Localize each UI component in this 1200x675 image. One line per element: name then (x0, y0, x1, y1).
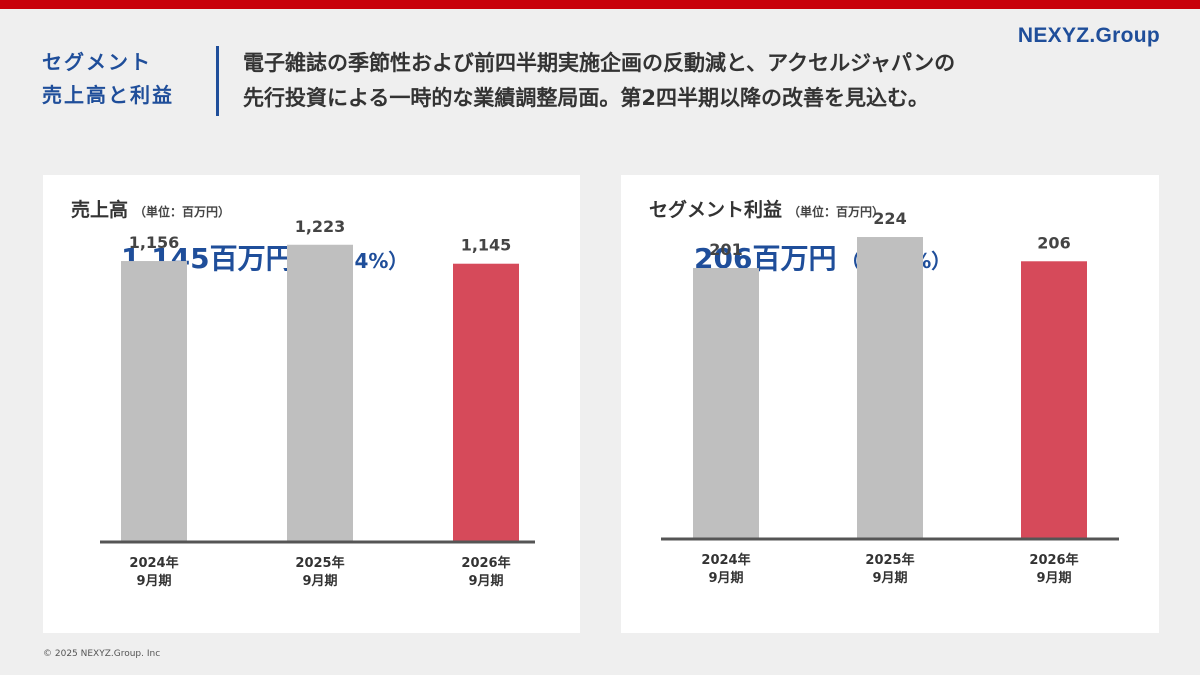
header-divider (216, 46, 219, 116)
profit-category-label-0-line1: 2024年 (701, 552, 750, 568)
profit-data-label-1: 224 (873, 209, 906, 228)
profit-bar-1 (857, 237, 923, 539)
company-logo: NEXYZ.Group (1017, 24, 1160, 47)
sales-category-label-0-line2: 9月期 (136, 574, 171, 589)
sales-category-label-2-line2: 9月期 (468, 574, 503, 589)
sales-bar-0 (121, 261, 187, 542)
sales-category-label-1-line2: 9月期 (302, 574, 337, 589)
profit-data-label-0: 201 (709, 240, 742, 259)
profit-panel: セグメント利益（単位：百万円） 206百万円（△7.8%） 2012024年9月… (621, 175, 1159, 633)
headline-line2: 先行投資による一時的な業績調整局面。第2四半期以降の改善を見込む。 (243, 86, 929, 110)
section-label-line1: セグメント (42, 50, 152, 74)
sales-panel: 売上高 （単位：百万円） 1,145百万円 （△6.4%） 1,156 2024年 9月… (43, 175, 580, 633)
sales-panel-title: 売上高 （単位：百万円） (71, 195, 230, 222)
profit-data-label-2: 206 (1037, 233, 1070, 252)
sales-category-label-2-line1: 2026年 (461, 555, 510, 571)
section-label: セグメント 売上高と利益 (42, 46, 174, 112)
profit-category-label-2-line1: 2026年 (1029, 552, 1078, 568)
section-label-line2: 売上高と利益 (42, 83, 174, 107)
profit-panel-title: セグメント利益 （単位：百万円） (649, 195, 884, 222)
sales-bar-chart: 1,156 2024年 9月期 1,223 2025年 9月期 1,145 2026年 9月期 (100, 217, 535, 589)
profit-category-label-2-line2: 9月期 (1036, 571, 1071, 586)
sales-category-label-0-line1: 2024年 (129, 555, 178, 571)
profit-bar-2 (1021, 261, 1087, 539)
headline-line1: 電子雑誌の季節性および前四半期実施企画の反動減と、アクセルジャパンの (243, 51, 956, 75)
sales-title: 売上高 (71, 199, 129, 221)
sales-data-label-2: 1,145 (461, 236, 512, 255)
sales-unit-label: （単位：百万円） (134, 205, 231, 219)
profit-category-label-0-line2: 9月期 (708, 571, 743, 586)
profit-bar-chart: 201 2024年 9月期 224 2025年 9月期 206 2026年 9月期 (661, 209, 1119, 586)
profit-category-label-1-line1: 2025年 (865, 552, 914, 568)
profit-title: セグメント利益 (649, 199, 783, 221)
profit-bar-0 (693, 268, 759, 539)
profit-category-label-1-line2: 9月期 (872, 571, 907, 586)
sales-bar-1 (287, 244, 353, 542)
headline: 電子雑誌の季節性および前四半期実施企画の反動減と、アクセルジャパンの 先行投資に… (243, 46, 955, 116)
sales-bar-2 (453, 263, 519, 542)
sales-category-label-1-line1: 2025年 (295, 555, 344, 571)
profit-unit-label: （単位：百万円） (788, 205, 885, 219)
sales-data-label-0: 1,156 (129, 233, 180, 252)
top-accent-bar (0, 0, 1200, 9)
sales-data-label-1: 1,223 (295, 217, 346, 236)
copyright: © 2025 NEXYZ.Group. Inc (43, 649, 161, 659)
